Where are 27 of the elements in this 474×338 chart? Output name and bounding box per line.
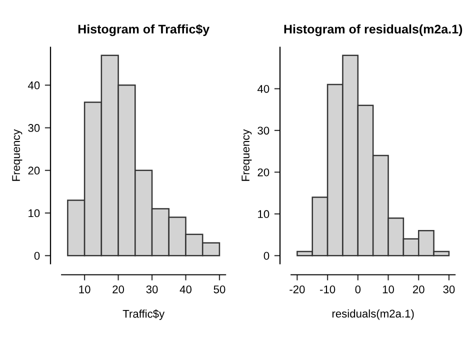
y-tick-label: 0 bbox=[264, 252, 270, 260]
x-axis-title: Traffic$y bbox=[122, 309, 165, 320]
x-tick-label: 10 bbox=[79, 285, 90, 294]
y-axis-title: Frequency bbox=[242, 129, 252, 181]
y-tick-label: 10 bbox=[28, 209, 40, 218]
x-tick-label: 40 bbox=[180, 285, 192, 294]
x-tick-label: -20 bbox=[290, 285, 305, 294]
x-tick-label: 50 bbox=[214, 285, 226, 294]
x-tick-label: 10 bbox=[382, 285, 394, 294]
x-tick-label: 0 bbox=[355, 285, 361, 294]
y-tick-label: 40 bbox=[28, 81, 40, 90]
x-tick-label: -10 bbox=[320, 285, 336, 294]
chart-title: Histogram of residuals(m2a.1) bbox=[284, 24, 462, 36]
x-axis-title: residuals(m2a.1) bbox=[332, 309, 414, 320]
x-tick-label: 20 bbox=[112, 285, 124, 294]
y-tick-label: 30 bbox=[258, 126, 270, 135]
x-tick-label: 30 bbox=[443, 285, 455, 294]
y-tick-label: 20 bbox=[258, 168, 270, 176]
y-tick-label: 40 bbox=[257, 84, 270, 93]
x-tick-label: 20 bbox=[412, 285, 424, 294]
chart-title: Histogram of Traffic$y bbox=[78, 24, 210, 36]
y-tick-label: 10 bbox=[258, 210, 270, 218]
y-tick-label: 0 bbox=[34, 252, 40, 260]
y-axis-title: Frequency bbox=[12, 129, 22, 181]
x-tick-label: 30 bbox=[146, 285, 158, 294]
y-tick-label: 20 bbox=[28, 166, 40, 175]
y-tick-label: 30 bbox=[28, 124, 40, 132]
